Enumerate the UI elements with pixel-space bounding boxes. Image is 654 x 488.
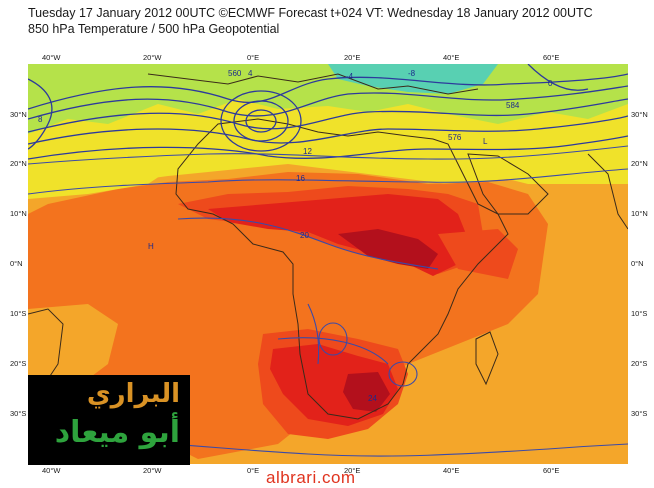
lat-tick-right-30s: 30°S: [631, 409, 648, 418]
high-pressure-centre: H: [148, 242, 154, 251]
temperature-contour-ring-east: [388, 361, 418, 387]
geo-label-584: 584: [506, 101, 520, 110]
temperature-contour-12: [28, 145, 628, 165]
lat-tick-left-30n: 30°N: [10, 110, 27, 119]
temp-label-24: 24: [368, 394, 377, 403]
temp-label-16: 16: [296, 174, 305, 183]
lon-tick-bottom-60e: 60°E: [543, 466, 560, 475]
geopotential-contour-west: [28, 78, 53, 150]
geopotential-contour-5: [28, 135, 628, 160]
lon-tick-top-0e: 0°E: [247, 53, 260, 62]
lon-tick-bottom-0e: 0°E: [247, 466, 260, 475]
lon-tick-bottom-40w: 40°W: [42, 466, 61, 475]
geo-label-576: 576: [448, 133, 462, 142]
temperature-field-map: -4 -8 0 4 8 12 16 20 24 560 576 584 H L: [28, 64, 628, 464]
lat-tick-left-10s: 10°S: [10, 309, 27, 318]
lon-tick-top-60e: 60°E: [543, 53, 560, 62]
temperature-contour-20a: [177, 217, 439, 270]
albrari-logo: البراري أبو ميعاد: [28, 375, 190, 465]
lon-tick-top-20e: 20°E: [344, 53, 361, 62]
lon-tick-bottom-20e: 20°E: [344, 466, 361, 475]
geopotential-contour-2: [28, 85, 628, 120]
geopotential-contour-3: [28, 98, 628, 133]
field-extreme-sahel: [338, 229, 438, 269]
logo-title: البراري: [86, 379, 180, 409]
field-extreme-south: [343, 372, 390, 412]
temp-label-4: 4: [248, 69, 253, 78]
lon-tick-top-20w: 20°W: [143, 53, 162, 62]
site-watermark: albrari.com: [266, 468, 356, 487]
lon-tick-top-40w: 40°W: [42, 53, 61, 62]
temp-label-20: 20: [300, 231, 309, 240]
logo-subtitle: أبو ميعاد: [54, 415, 180, 450]
geopotential-low-ring-1: [245, 109, 277, 133]
lat-tick-left-10n: 10°N: [10, 209, 27, 218]
geopotential-contour-1: [28, 73, 628, 110]
field-hot-east: [438, 229, 518, 279]
temp-label-minus4: -4: [346, 72, 354, 81]
temp-label-0: 0: [548, 79, 553, 88]
coastline-africa-west: [175, 118, 509, 420]
low-pressure-centre: L: [483, 137, 488, 146]
temperature-contour-south-west: [307, 303, 320, 365]
lat-tick-right-10s: 10°S: [631, 309, 648, 318]
temp-label-8: 8: [38, 115, 43, 124]
lon-tick-top-40e: 40°E: [443, 53, 460, 62]
lat-tick-left-30s: 30°S: [10, 409, 27, 418]
temperature-contour-20b: [277, 337, 389, 365]
coastline-madagascar: [475, 331, 499, 386]
geopotential-low-ring-3: [220, 90, 302, 152]
coastlines: [28, 73, 628, 420]
temperature-contour-ring-mid: [318, 322, 348, 356]
geopotential-contour-4: [28, 115, 628, 145]
contour-labels: -4 -8 0 4 8 12 16 20 24 560 576 584 H L: [38, 69, 553, 403]
lat-tick-right-30n: 30°N: [631, 110, 648, 119]
lat-tick-right-20n: 20°N: [631, 159, 648, 168]
coastline-arabia: [467, 153, 549, 215]
lon-tick-bottom-40e: 40°E: [443, 466, 460, 475]
lat-tick-right-0n: 0°N: [631, 259, 644, 268]
coastline-europe: [147, 73, 479, 95]
field-cold-north: [328, 64, 498, 94]
lon-tick-bottom-20w: 20°W: [143, 466, 162, 475]
temp-label-minus8: -8: [408, 69, 416, 78]
weather-map: -4 -8 0 4 8 12 16 20 24 560 576 584 H L: [28, 64, 628, 464]
temp-label-12: 12: [303, 147, 312, 156]
coastline-india: [587, 153, 628, 230]
chart-subtitle: 850 hPa Temperature / 500 hPa Geopotenti…: [28, 22, 280, 36]
geo-label-560: 560: [228, 69, 242, 78]
lat-tick-right-10n: 10°N: [631, 209, 648, 218]
chart-title: Tuesday 17 January 2012 00UTC ©ECMWF For…: [28, 6, 593, 20]
geopotential-contours: [28, 64, 628, 160]
lat-tick-right-20s: 20°S: [631, 359, 648, 368]
lat-tick-left-20s: 20°S: [10, 359, 27, 368]
lat-tick-left-0n: 0°N: [10, 259, 23, 268]
field-warm-indian: [508, 279, 628, 464]
geopotential-contour-east: [527, 64, 589, 91]
geopotential-low-ring-2: [233, 100, 289, 142]
temperature-contour-16: [28, 168, 628, 195]
lat-tick-left-20n: 20°N: [10, 159, 27, 168]
